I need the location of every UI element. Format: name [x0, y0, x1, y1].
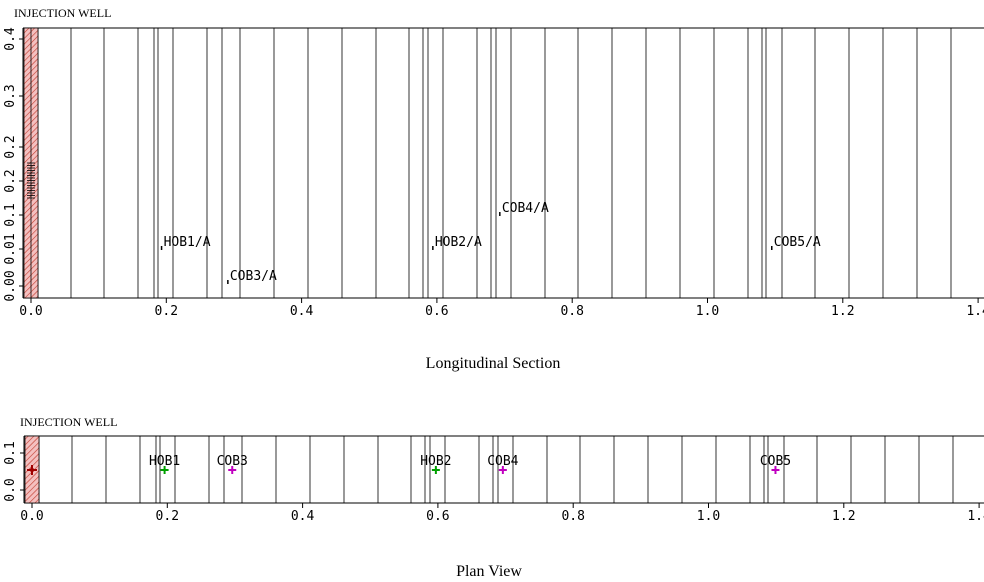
x-tick-label: 0.4	[291, 509, 315, 524]
x-tick-label: 1.2	[831, 304, 854, 319]
x-tick-label: 1.4	[966, 304, 984, 319]
well-screen-interval	[27, 162, 35, 199]
x-tick-label: 1.0	[696, 304, 719, 319]
longitudinal-y-ticks: 0.00 0.01 0.1 0.2 0.2 0.3 0.4	[3, 27, 23, 302]
x-tick-label: 1.0	[697, 509, 720, 524]
observation-point-label: HOB1/A	[164, 235, 211, 250]
y-tick-label: 0.00	[3, 270, 18, 301]
y-tick-label: 0.1	[3, 441, 18, 464]
plan-marker-label: HOB2	[420, 454, 451, 469]
plan-observation-markers: HOB1 COB3 HOB2 COB4 COB5	[149, 454, 791, 474]
plan-marker	[431, 466, 440, 474]
longitudinal-observation-points: HOB1/A COB3/A HOB2/A COB4/A COB5/A	[160, 201, 821, 284]
x-tick-label: 1.4	[967, 509, 984, 524]
y-tick-label: 0.0	[3, 478, 18, 501]
observation-point-label: HOB2/A	[435, 235, 482, 250]
longitudinal-x-ticks: 0.0 0.2 0.4 0.6 0.8 1.0 1.2 1.4	[19, 298, 984, 319]
plan-marker	[498, 466, 507, 474]
longitudinal-grid-columns	[37, 28, 952, 298]
plan-marker-label: COB3	[217, 454, 248, 469]
x-tick-label: 0.6	[425, 304, 448, 319]
x-tick-label: 0.8	[560, 304, 583, 319]
y-tick-label: 0.1	[3, 203, 18, 226]
y-tick-label: 0.2	[3, 135, 18, 158]
plan-view: INJECTION WELL 0.0 0.1 0.0 0.2 0.4 0.6 0.8 1.0…	[3, 415, 984, 580]
plan-marker-label: HOB1	[149, 454, 180, 469]
x-tick-label: 0.2	[155, 304, 178, 319]
y-tick-label: 0.01	[3, 233, 18, 264]
plan-injection-well-point	[27, 465, 37, 475]
y-tick-label: 0.4	[3, 27, 18, 51]
x-tick-label: 0.8	[561, 509, 584, 524]
plan-marker	[160, 466, 169, 474]
x-tick-label: 0.4	[290, 304, 314, 319]
x-tick-label: 0.0	[20, 509, 43, 524]
y-tick-label: 0.3	[3, 84, 18, 107]
x-tick-label: 0.6	[426, 509, 449, 524]
observation-point-label: COB4/A	[502, 201, 549, 216]
observation-point-label: COB3/A	[230, 269, 277, 284]
x-tick-label: 1.2	[832, 509, 855, 524]
longitudinal-section: INJECTION WELL 0.00 0.01 0.1 0.2 0.2 0.3 0.4 0…	[3, 6, 984, 372]
plan-caption: Plan View	[456, 563, 522, 580]
observation-point-label: COB5/A	[774, 235, 821, 250]
longitudinal-caption: Longitudinal Section	[426, 355, 561, 372]
plan-marker	[771, 466, 780, 474]
plan-marker-label: COB5	[760, 454, 791, 469]
plan-header: INJECTION WELL	[20, 415, 117, 429]
longitudinal-header: INJECTION WELL	[14, 6, 111, 20]
x-tick-label: 0.2	[156, 509, 179, 524]
y-tick-label: 0.2	[3, 169, 18, 192]
plan-x-ticks: 0.0 0.2 0.4 0.6 0.8 1.0 1.2 1.4	[20, 503, 984, 524]
x-tick-label: 0.0	[19, 304, 42, 319]
plan-marker-label: COB4	[487, 454, 518, 469]
plan-y-ticks: 0.0 0.1	[3, 441, 24, 502]
plan-grid-columns	[38, 436, 954, 503]
plan-marker	[228, 466, 237, 474]
